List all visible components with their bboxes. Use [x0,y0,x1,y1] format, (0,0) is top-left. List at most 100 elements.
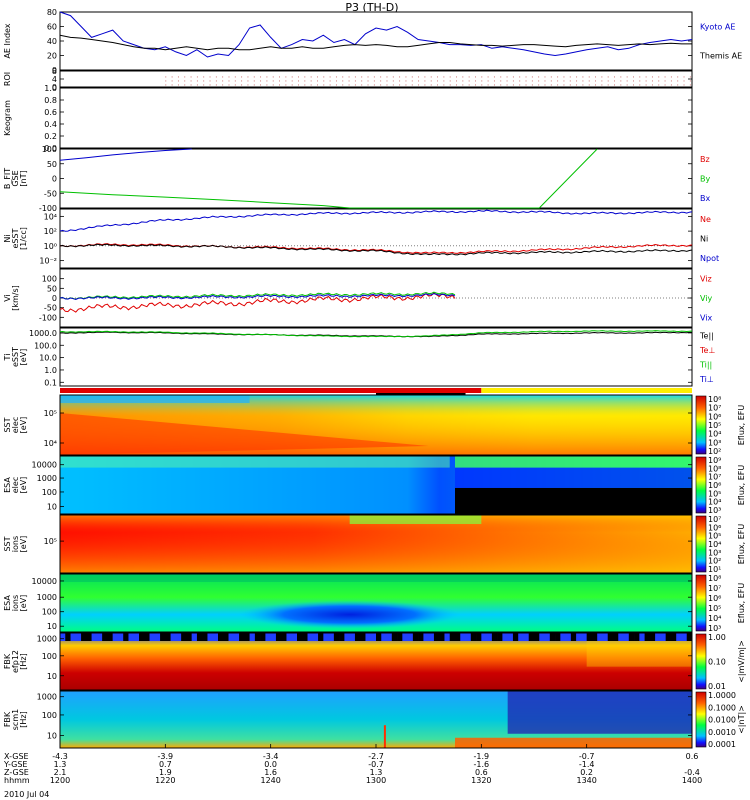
roi-dot [177,76,179,78]
heatmap-cell [228,633,235,641]
y-tick-label: 8 [52,67,57,76]
roi-dot [380,76,382,78]
roi-dot [418,84,420,86]
y-tick-label: 10² [44,227,57,236]
heatmap-feature [60,413,429,455]
roi-dot [209,80,211,82]
panel-fbk_e: FBK efp12 [Hz] 1000 100 10 [3,632,693,691]
roi-dot [506,84,508,86]
y-axis-label: ions [11,595,20,611]
heatmap-cell [644,633,651,641]
y-tick-label: 1000 [37,474,57,483]
y-axis-label: [eV] [19,477,28,494]
heatmap-cell [376,633,382,641]
colorbar-tick: 0.1000 [708,703,736,712]
heatmap-cell [302,633,308,641]
colorbar-tick: 10⁸ [708,464,721,473]
heatmap-cell [181,633,187,641]
roi-dot [424,84,426,86]
colorbar-tick: 10⁶ [708,412,721,421]
y-axis-label: Ni [3,234,12,242]
legend-entry: Ne [700,215,711,224]
roi-dot [361,84,363,86]
roi-dot [475,84,476,86]
y-tick-label: 10⁵ [44,537,57,546]
footer-value: 1220 [155,776,175,785]
colorbar-tick: 0.0001 [708,740,736,749]
heatmap-cell [291,633,298,641]
roi-dot [519,84,521,86]
roi-dot [607,84,609,86]
y-tick-label: 10.0 [39,354,57,363]
heatmap-cell [623,633,630,641]
roi-dot [430,76,432,78]
roi-dot [222,84,224,86]
roi-dot [664,80,666,82]
roi-dot [449,84,451,86]
footer-value: 0.0 [264,760,277,769]
heatmap-cell [491,633,498,641]
heatmap-cell [539,633,545,641]
y-tick-label: 0.6 [44,108,57,117]
legend-entry: Ti|| [699,360,712,369]
roi-dot [367,84,369,86]
region-bar-red [60,388,482,393]
colorbar-tick: 10⁷ [708,515,721,524]
roi-dot [430,84,432,86]
panel-frame [59,11,693,71]
legend-entry: Npot [700,254,719,263]
roi-dot [190,84,192,86]
y-tick-label: 10⁴ [44,439,57,448]
heatmap-cell [339,633,345,641]
roi-dot [380,80,382,82]
footer-value: -3.9 [158,752,174,761]
colorbar-scale [695,691,707,748]
panel-bfit: B_FIT GSE [nT] 100 50 0 -50 -100 Bz By Bx [3,145,710,213]
roi-dot [304,84,306,86]
roi-dot [342,84,344,86]
y-tick-label: 50 [47,160,57,169]
series-ni [59,243,693,256]
series-npot [59,209,693,232]
roi-dot [323,80,325,82]
heatmap-cell [144,633,150,641]
heatmap-cell [591,633,598,641]
roi-dot [544,84,546,86]
heatmap-cell [107,633,113,641]
panel-frame [59,514,693,574]
heatmap-cell [523,633,530,641]
roi-dot [677,84,679,86]
heatmap-cell [160,633,166,641]
colorbar-tick: 10⁸ [708,395,721,404]
y-tick-label: 1000 [37,693,57,702]
roi-dot [298,84,299,86]
panel-frame [59,148,693,209]
y-axis-label: Vi [3,294,12,302]
heatmap-cell [449,633,456,641]
roi-dot [519,76,521,78]
legend-entry: By [700,175,710,184]
y-tick-label: 100 [42,275,57,284]
footer-value: -0.4 [684,768,700,777]
panel-esa_i: ESA ions [eV] 10000 1000 100 10 [3,573,693,633]
roi-dot [361,76,363,78]
heatmap-feature [239,600,460,629]
footer-row-label: X-GSE [4,752,29,761]
roi-dot [468,80,470,82]
heatmap-cell [212,633,219,641]
legend-entry: Te⊥ [699,346,715,355]
footer-value: 1.9 [159,768,172,777]
footer-row-label: hhmm [4,776,30,785]
heatmap-cell [576,633,582,641]
roi-dot [462,84,464,86]
roi-dot [323,76,325,78]
roi-dot [645,80,647,82]
heatmap-cell [570,633,577,641]
colorbar-tick: 10⁷ [708,404,721,413]
roi-dot [190,80,192,82]
roi-dot [386,84,388,86]
roi-dot [633,84,634,86]
